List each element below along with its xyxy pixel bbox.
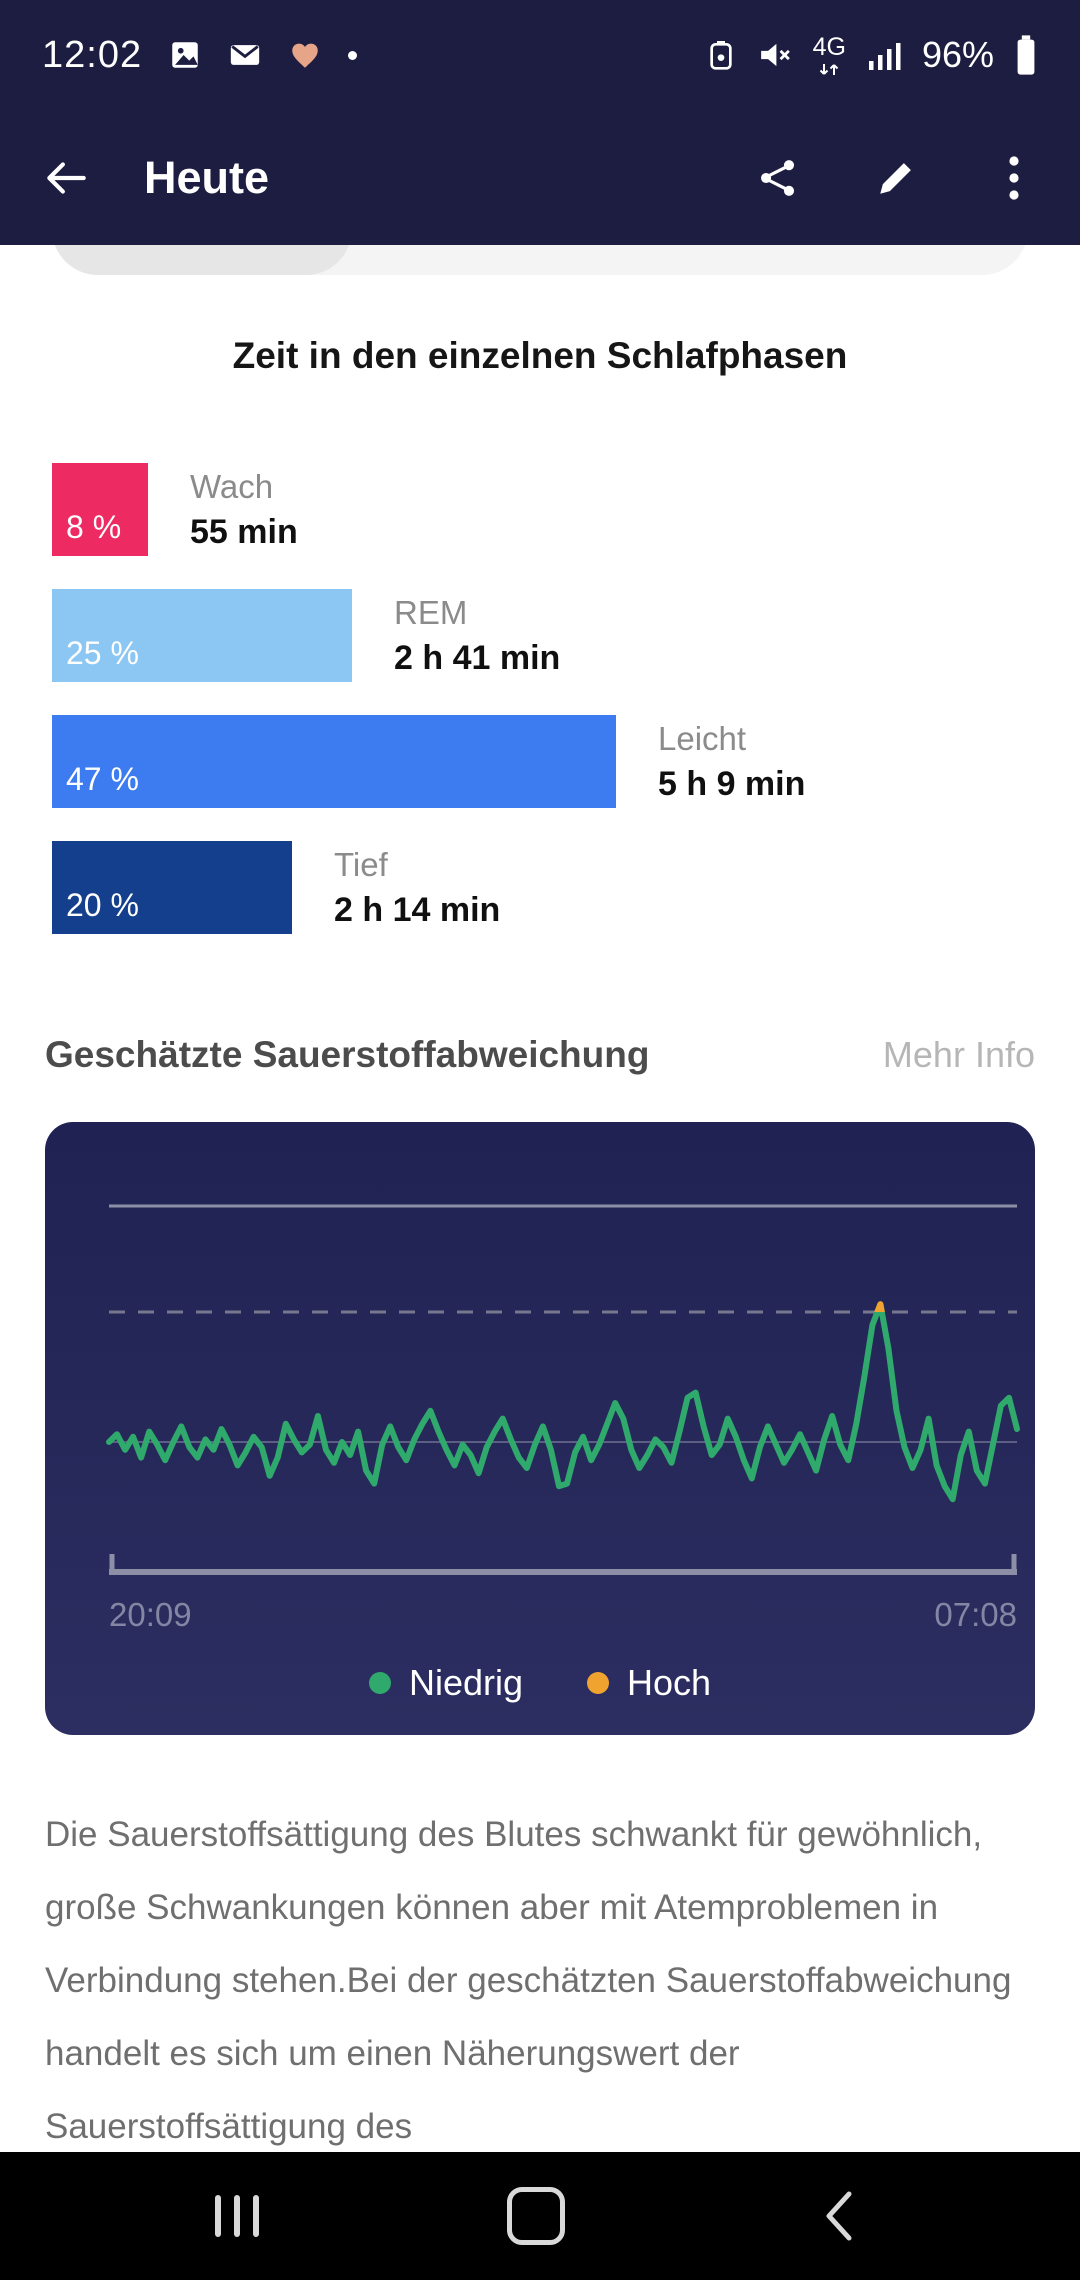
mute-icon	[757, 37, 793, 73]
legend-label-high: Hoch	[627, 1662, 712, 1703]
page-title: Heute	[144, 151, 270, 203]
phase-duration: 5 h 9 min	[658, 764, 806, 803]
heart-icon	[288, 38, 322, 72]
oxygen-section-header: Geschätzte Sauerstoffabweichung Mehr Inf…	[45, 1034, 1035, 1076]
oxygen-description: Die Sauerstoffsättigung des Blutes schwa…	[45, 1815, 1012, 2146]
battery-icon	[1014, 34, 1038, 76]
status-left-cluster: 12:02	[42, 33, 358, 77]
sleep-bar-row: 8 % Wach 55 min	[52, 463, 1080, 556]
oxygen-series-low	[106, 1301, 1020, 1503]
phase-name: REM	[394, 593, 468, 631]
oxygen-series-high	[874, 1301, 885, 1312]
oxygen-section-title: Geschätzte Sauerstoffabweichung	[45, 1034, 650, 1075]
mail-icon	[228, 38, 262, 72]
status-bar: 12:02 4G	[0, 0, 1080, 110]
battery-percent: 96%	[921, 34, 994, 75]
more-info-link[interactable]: Mehr Info	[882, 1034, 1035, 1075]
legend-dot-low	[368, 1672, 391, 1694]
legend-item-low: Niedrig	[368, 1662, 523, 1704]
phase-duration: 55 min	[190, 512, 298, 551]
legend-dot-high	[587, 1672, 609, 1694]
chart-start-time: 20:09	[109, 1596, 192, 1633]
tab-pill[interactable]	[52, 245, 1028, 275]
phase-duration: 2 h 14 min	[334, 890, 501, 929]
sleep-bars: 8 % Wach 55 min 25 % REM 2 h 41 min 47 % Leicht…	[0, 463, 1080, 934]
data-arrows-icon	[818, 63, 840, 76]
app-bar: Heute	[0, 110, 1080, 245]
sleep-bar-row: 20 % Tief 2 h 14 min	[52, 841, 1080, 934]
bar-percent-label: 47 %	[66, 761, 139, 797]
oxygen-line-chart	[106, 1204, 1020, 1575]
legend-label-low: Niedrig	[408, 1662, 523, 1703]
bar-percent-label: 20 %	[66, 887, 139, 923]
signal-icon	[866, 37, 902, 73]
overflow-menu-icon[interactable]	[988, 152, 1040, 204]
bar-side-labels: REM 2 h 41 min	[394, 594, 560, 678]
back-arrow-icon[interactable]	[40, 152, 92, 204]
portable-battery-icon	[705, 39, 737, 71]
network-indicator: 4G	[812, 32, 846, 76]
chart-legend: Niedrig Hoch	[45, 1662, 1035, 1704]
sleep-bar: 20 %	[52, 841, 292, 934]
recents-icon[interactable]	[215, 2195, 259, 2237]
sleep-bar-row: 25 % REM 2 h 41 min	[52, 589, 1080, 682]
image-icon	[168, 38, 202, 72]
app-bar-actions	[752, 152, 1040, 204]
notification-dot-icon	[348, 50, 358, 60]
share-icon[interactable]	[752, 152, 804, 204]
bar-side-labels: Tief 2 h 14 min	[334, 846, 500, 930]
sleep-bar: 8 %	[52, 463, 148, 556]
bar-side-labels: Wach 55 min	[190, 468, 298, 552]
phase-name: Leicht	[658, 719, 747, 757]
home-icon[interactable]	[507, 2187, 565, 2245]
network-4g-label: 4G	[812, 32, 846, 61]
back-icon[interactable]	[813, 2190, 865, 2242]
sleep-phases-title: Zeit in den einzelnen Schlafphasen	[232, 335, 848, 376]
bar-percent-label: 8 %	[66, 509, 122, 545]
bar-side-labels: Leicht 5 h 9 min	[658, 720, 805, 804]
status-right-cluster: 4G 96%	[705, 34, 1038, 76]
sleep-bar-row: 47 % Leicht 5 h 9 min	[52, 715, 1080, 808]
phase-duration: 2 h 41 min	[394, 638, 561, 677]
status-time: 12:02	[42, 33, 143, 76]
content-area: Zeit in den einzelnen Schlafphasen 8 % Wa…	[0, 245, 1080, 2152]
phase-name: Tief	[334, 845, 388, 883]
phase-name: Wach	[190, 467, 274, 505]
bar-percent-label: 25 %	[66, 635, 139, 671]
sleep-bar: 25 %	[52, 589, 352, 682]
legend-item-high: Hoch	[587, 1662, 711, 1704]
sleep-bar: 47 %	[52, 715, 616, 808]
tab-pill-selected[interactable]	[52, 245, 352, 275]
oxygen-chart-card: 20:09 07:08 Niedrig Hoch	[45, 1122, 1035, 1735]
chart-end-time: 07:08	[934, 1596, 1017, 1633]
edit-icon[interactable]	[870, 152, 922, 204]
navigation-bar	[0, 2152, 1080, 2280]
